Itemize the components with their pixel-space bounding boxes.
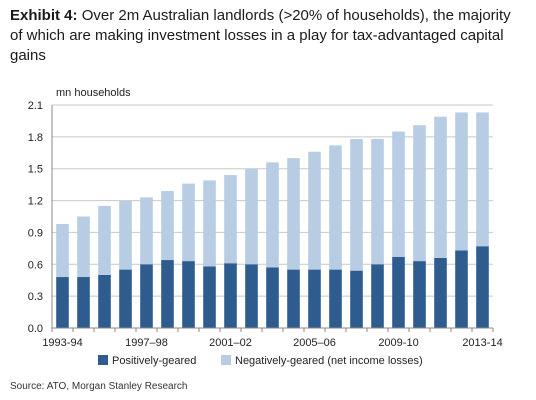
bar-negatively-geared: [203, 180, 216, 267]
source-note: Source: ATO, Morgan Stanley Research: [10, 381, 188, 392]
bar-positively-geared: [350, 270, 363, 328]
bar-negatively-geared: [308, 151, 321, 270]
bar-positively-geared: [245, 264, 258, 328]
bar-negatively-geared: [455, 112, 468, 251]
bar-negatively-geared: [329, 145, 342, 270]
bar-positively-geared: [140, 264, 153, 328]
y-tick-labels: 0.0 0.3 0.6 0.9 1.2 1.5 1.8 2.1: [28, 100, 43, 335]
bar-positively-geared: [308, 269, 321, 328]
bar-negatively-geared: [371, 138, 384, 265]
bar-positively-geared: [329, 269, 342, 328]
legend: Positively-geared Negatively-geared (net…: [98, 355, 423, 367]
bar-positively-geared: [371, 264, 384, 328]
bar-positively-geared: [392, 256, 405, 328]
legend-swatch-positive: [98, 355, 108, 365]
bar-negatively-geared: [287, 158, 300, 270]
x-tick-label: 1993-94: [42, 337, 82, 349]
y-tick-label: 0.9: [28, 227, 43, 239]
bar-negatively-geared: [119, 200, 132, 270]
y-tick-label: 0.6: [28, 259, 43, 271]
exhibit-label: Exhibit 4:: [10, 7, 78, 24]
bar-negatively-geared: [266, 162, 279, 268]
y-tick-label: 1.5: [28, 164, 43, 176]
bar-negatively-geared: [434, 116, 447, 258]
bar-positively-geared: [413, 261, 426, 328]
bar-negatively-geared: [77, 216, 90, 278]
bar-negatively-geared: [350, 138, 363, 271]
x-tick-label: 1997–98: [125, 337, 168, 349]
x-tick-label: 2005–06: [293, 337, 336, 349]
bar-positively-geared: [161, 260, 174, 328]
bar-positively-geared: [266, 267, 279, 328]
bar-negatively-geared: [476, 112, 489, 247]
chart-title: Exhibit 4: Over 2m Australian landlords …: [10, 6, 526, 66]
bar-positively-geared: [287, 269, 300, 328]
y-tick-label: 0.3: [28, 291, 43, 303]
bar-positively-geared: [56, 277, 69, 328]
y-tick-label: 2.1: [28, 100, 43, 112]
bar-positively-geared: [203, 266, 216, 328]
bar-positively-geared: [119, 269, 132, 328]
legend-label-positive: Positively-geared: [112, 355, 196, 367]
bars: [56, 112, 489, 328]
bar-positively-geared: [224, 263, 237, 328]
x-tick-label: 2013-14: [462, 337, 502, 349]
bar-negatively-geared: [245, 168, 258, 265]
bar-negatively-geared: [392, 131, 405, 257]
legend-swatch-negative: [221, 355, 231, 365]
bar-negatively-geared: [98, 205, 111, 275]
y-axis-label: mn households: [56, 87, 131, 99]
title-text: Over 2m Australian landlords (>20% of ho…: [10, 7, 511, 64]
bar-negatively-geared: [224, 175, 237, 264]
bar-negatively-geared: [56, 223, 69, 278]
bar-negatively-geared: [413, 125, 426, 262]
bar-negatively-geared: [161, 191, 174, 261]
x-tick-label: 2001–02: [209, 337, 252, 349]
legend-label-negative: Negatively-geared (net income losses): [235, 355, 423, 367]
y-tick-label: 0.0: [28, 323, 43, 335]
x-tick-labels: 1993-94 1997–98 2001–02 2005–06 2009-10 2013-…: [42, 337, 502, 349]
y-tick-label: 1.8: [28, 132, 43, 144]
bar-positively-geared: [476, 246, 489, 328]
x-tick-label: 2009-10: [378, 337, 418, 349]
bar-negatively-geared: [140, 197, 153, 265]
y-tick-label: 1.2: [28, 196, 43, 208]
bar-positively-geared: [455, 250, 468, 328]
bar-positively-geared: [77, 277, 90, 328]
axes: [51, 105, 494, 332]
bar-positively-geared: [434, 257, 447, 328]
bar-positively-geared: [182, 261, 195, 328]
bar-positively-geared: [98, 274, 111, 328]
bar-negatively-geared: [182, 183, 195, 262]
